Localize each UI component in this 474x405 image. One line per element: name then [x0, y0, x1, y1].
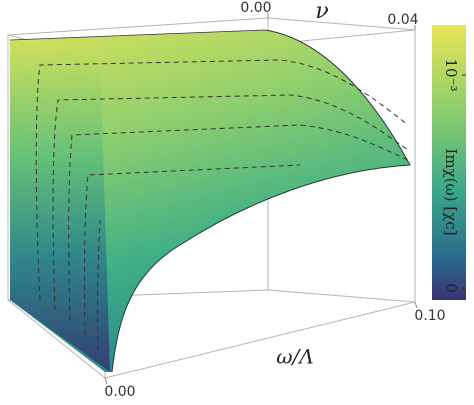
- colorbar: [432, 25, 466, 300]
- y-tick-label: 0.00: [240, 0, 271, 16]
- x-tick: [104, 377, 108, 385]
- y-axis-label: ν: [315, 0, 328, 24]
- colorbar-tick-label: 10⁻³: [442, 58, 460, 91]
- colorbar-tick-label: 0: [442, 283, 460, 293]
- x-tick: [414, 301, 418, 309]
- x-axis-label: ω/Λ: [276, 345, 314, 369]
- x-tick-label: 0.00: [104, 384, 135, 400]
- surface: [9, 29, 411, 373]
- y-tick-label: 0.04: [387, 12, 418, 28]
- colorbar-label: Imχ(ω) [χc]: [442, 148, 460, 235]
- x-tick-label: 0.10: [414, 308, 445, 324]
